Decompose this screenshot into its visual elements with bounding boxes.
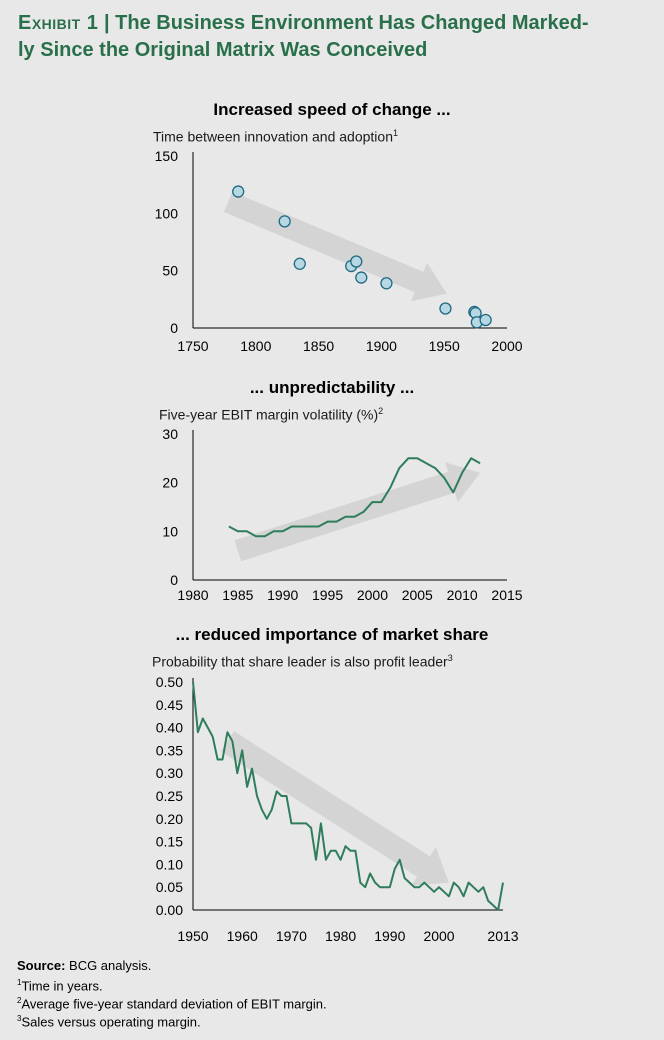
chart2-y-tick-label: 30: [162, 426, 178, 442]
chart1-y-tick-label: 50: [162, 263, 178, 279]
chart3-x-tick-label: 1950: [177, 928, 208, 944]
chart2-ylabel: Five-year EBIT margin volatility (%)2: [159, 406, 383, 423]
chart2-ylabel-text: Five-year EBIT margin volatility (%): [159, 406, 379, 423]
chart2-ylabel-note: 2: [378, 406, 384, 416]
chart3-series-line: [192, 681, 504, 911]
chart1-y-tick-label: 0: [170, 320, 178, 336]
chart3-y-tick-label: 0.05: [156, 879, 183, 895]
chart1-ylabel-text: Time between innovation and adoption: [153, 128, 393, 145]
footnote-1-mark: 1: [17, 978, 22, 987]
chart1-x-tick-label: 1850: [303, 338, 334, 354]
chart2-x-tick-label: 1980: [177, 587, 208, 603]
chart3-ylabel: Probability that share leader is also pr…: [152, 653, 453, 670]
footnote-2-mark: 2: [17, 996, 22, 1005]
source-text: BCG analysis.: [65, 958, 152, 973]
chart3-y-tick-label: 0.10: [156, 856, 183, 872]
chart3-y-tick-label: 0.40: [156, 720, 183, 736]
source-line: Source: BCG analysis.: [17, 957, 151, 974]
footnote-3-text: Sales versus operating margin.: [21, 1014, 201, 1030]
chart2-x-tick-label: 1995: [312, 587, 343, 603]
chart1-data-point: [350, 255, 363, 268]
source-label: Source:: [17, 958, 66, 973]
chart1-title: Increased speed of change ...: [213, 100, 451, 119]
chart1-x-tick-label: 1800: [240, 338, 271, 354]
chart1-x-tick-label: 1900: [366, 338, 397, 354]
chart1-svg: 0 50 100 150 1750 1800 1850 1900 1950 2000: [155, 148, 523, 354]
chart1-ylabel-note: 1: [392, 128, 398, 138]
chart1-data-point: [380, 277, 393, 290]
chart2-trend-arrow: [234, 462, 481, 562]
chart1-data-point: [355, 271, 368, 284]
chart2-y-tick-label: 0: [170, 572, 178, 588]
exhibit-title-line2: ly Since the Original Matrix Was Conceiv…: [18, 39, 428, 61]
chart3-y-tick-label: 0.20: [156, 811, 183, 827]
chart3-y-tick-label: 0.25: [156, 788, 183, 804]
chart1-x-tick-label: 1950: [429, 338, 460, 354]
chart3-y-tick-label: 0.30: [156, 765, 183, 781]
chart2-svg: 0 10 20 30 1980 1985 1990 1995 2000 2005 2010 2015: [162, 426, 522, 603]
chart2-title: ... unpredictability ...: [249, 378, 415, 397]
chart3-title: ... reduced importance of market share: [175, 625, 489, 644]
chart2-y-tick-label: 20: [162, 475, 178, 491]
footnote-1-text: Time in years.: [21, 978, 103, 994]
chart1-y-tick-label: 100: [155, 205, 179, 221]
exhibit-title-line1: The Business Environment Has Changed Mar…: [115, 12, 589, 34]
chart1-data-point: [232, 185, 245, 198]
chart3-ylabel-text: Probability that share leader is also pr…: [152, 653, 448, 670]
footnote-1: 1Time in years.: [17, 974, 103, 994]
footnote-3: 3Sales versus operating margin.: [17, 1010, 201, 1030]
chart2-x-tick-label: 2010: [447, 587, 478, 603]
chart1-data-point: [439, 302, 452, 315]
chart3-y-tick-label: 0.15: [156, 834, 183, 850]
chart1-data-point: [278, 215, 291, 228]
chart2-x-tick-label: 1985: [222, 587, 253, 603]
chart3-x-tick-label: 2013: [487, 928, 518, 944]
chart3-y-tick-label: 0.45: [156, 697, 183, 713]
exhibit-separator: |: [98, 12, 116, 34]
chart3-x-tick-label: 1960: [227, 928, 258, 944]
footnote-2-text: Average five-year standard deviation of …: [21, 996, 327, 1012]
chart3-y-tick-label: 0.35: [156, 742, 183, 758]
chart1-ylabel: Time between innovation and adoption1: [153, 128, 398, 145]
footnote-2: 2Average five-year standard deviation of…: [17, 992, 327, 1012]
chart2-series-line: [228, 457, 481, 538]
chart1-y-tick-label: 150: [155, 148, 179, 164]
chart3-x-tick-label: 1980: [325, 928, 356, 944]
chart2-y-tick-label: 10: [162, 523, 178, 539]
chart3-trend-arrow: [220, 731, 449, 886]
chart3-x-tick-label: 1970: [276, 928, 307, 944]
chart1-data-point: [293, 257, 306, 270]
chart2-x-tick-label: 2000: [357, 587, 388, 603]
chart3-ylabel-note: 3: [447, 653, 453, 663]
exhibit-title: Exhibit 1 | The Business Environment Has…: [18, 10, 658, 64]
chart2-x-tick-label: 2005: [402, 587, 433, 603]
chart3-svg: 0.00 0.05 0.10 0.15 0.20 0.25 0.30 0.35 0.40 0.45…: [156, 674, 519, 944]
chart1-x-tick-label: 2000: [491, 338, 522, 354]
footnote-3-mark: 3: [17, 1014, 22, 1023]
chart2-x-tick-label: 1990: [267, 587, 298, 603]
chart3-y-tick-label: 0.50: [156, 674, 183, 690]
chart1-data-point: [479, 313, 492, 327]
exhibit-label: Exhibit 1: [18, 12, 99, 34]
chart3-y-tick-label: 0.00: [156, 902, 183, 918]
chart2-x-tick-label: 2015: [491, 587, 522, 603]
chart3-x-tick-label: 1990: [374, 928, 405, 944]
chart1-x-tick-label: 1750: [177, 338, 208, 354]
chart3-x-tick-label: 2000: [423, 928, 454, 944]
